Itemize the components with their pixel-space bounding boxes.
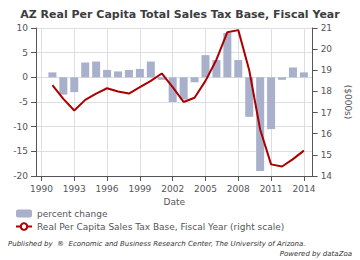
svg-text:2014: 2014 [292,184,315,194]
svg-text:AZ Real Per Capita Total Sales: AZ Real Per Capita Total Sales Tax Base,… [20,8,340,21]
svg-text:2011: 2011 [260,184,283,194]
svg-text:Published by ® Economic and: Published by ® Economic and Business Res… [8,240,306,248]
svg-text:2002: 2002 [161,184,184,194]
svg-text:15: 15 [321,150,332,160]
svg-text:21: 21 [321,23,332,33]
svg-text:Powered by dataZoa: Powered by dataZoa [280,250,352,258]
svg-text:2005: 2005 [194,184,217,194]
svg-text:1990: 1990 [30,184,53,194]
svg-text:1996: 1996 [96,184,119,194]
svg-text:18: 18 [321,86,333,96]
svg-text:19: 19 [321,65,333,75]
svg-text:percent change: percent change [37,209,108,219]
svg-text:14: 14 [321,171,333,181]
svg-text:17: 17 [321,108,332,118]
svg-text:5: 5 [22,48,28,58]
svg-text:16: 16 [321,129,333,139]
svg-text:-20: -20 [13,171,28,181]
svg-text:2008: 2008 [227,184,250,194]
svg-text:Date: Date [164,197,186,207]
svg-text:1993: 1993 [63,184,86,194]
svg-text:1999: 1999 [128,184,151,194]
svg-text:20: 20 [321,44,333,54]
svg-text:Real Per Capita Sales Tax Base: Real Per Capita Sales Tax Base, Fiscal Y… [37,222,284,232]
svg-text:0: 0 [22,72,28,82]
svg-text:10: 10 [17,23,29,33]
svg-text:-15: -15 [13,146,28,156]
svg-text:-5: -5 [19,97,28,107]
svg-text:($000s): ($000s) [343,85,353,120]
svg-text:-10: -10 [13,122,28,132]
